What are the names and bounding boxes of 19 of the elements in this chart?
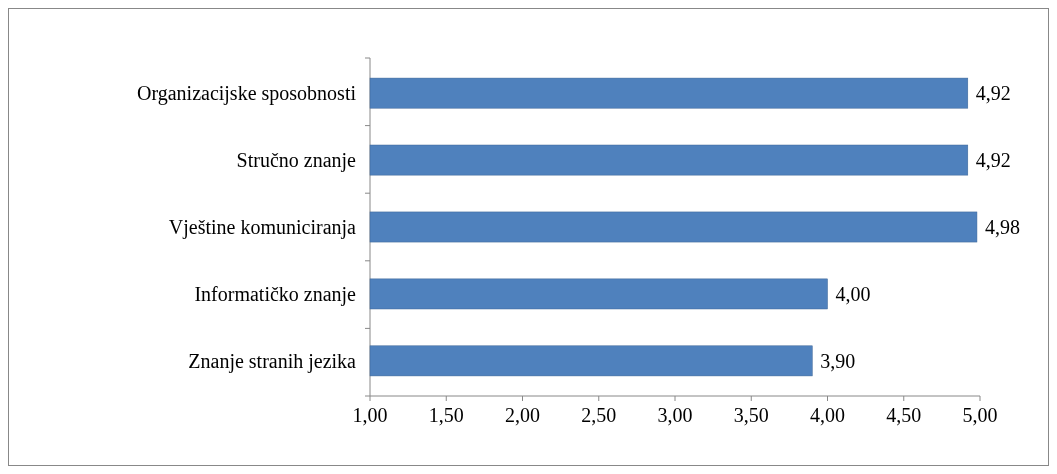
- y-tick-label: Znanje stranih jezika: [188, 349, 357, 373]
- x-tick-label: 2,50: [581, 404, 617, 426]
- data-label: 4,92: [975, 82, 1011, 105]
- x-tick-label: 1,00: [352, 404, 388, 426]
- data-label: 4,92: [975, 149, 1011, 172]
- x-tick-label: 1,50: [428, 404, 464, 426]
- data-label: 4,00: [835, 282, 871, 305]
- x-tick-label: 5,00: [962, 404, 998, 426]
- x-tick-label: 3,50: [733, 404, 769, 426]
- y-tick-label: Informatičko znanje: [194, 282, 357, 306]
- data-label: 4,98: [984, 216, 1020, 238]
- data-label: 3,90: [820, 349, 856, 372]
- y-tick-label: Organizacijske sposobnosti: [136, 82, 357, 106]
- x-tick-label: 4,00: [810, 404, 845, 426]
- x-tick-label: 2,00: [505, 404, 540, 426]
- y-tick-label: Vještine komuniciranja: [168, 216, 357, 239]
- x-tick-label: 3,00: [657, 404, 693, 426]
- y-tick-label: Stručno znanje: [236, 149, 357, 173]
- x-tick-label: 4,50: [886, 404, 922, 426]
